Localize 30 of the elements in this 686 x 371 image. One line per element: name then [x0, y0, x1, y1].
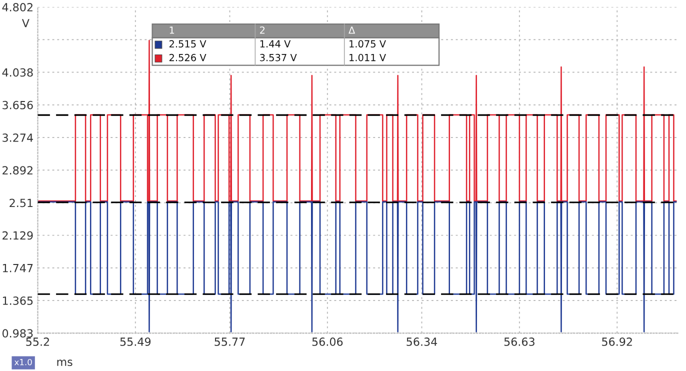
y-tick-label: 4.802	[2, 3, 32, 12]
annotation: 1.44 V	[260, 40, 291, 48]
y-tick-label: 1.365	[2, 296, 33, 305]
x-axis-title: ms	[57, 360, 72, 366]
y-tick-label: 2.129	[2, 231, 33, 240]
x-tick-label: 56.06	[312, 338, 343, 346]
y-axis-title: V	[22, 19, 30, 28]
y-tick-label: 4.038	[2, 68, 33, 77]
y-tick-label: 3.274	[2, 134, 33, 142]
annotation: 1	[170, 26, 174, 34]
annotation: 2.526 V	[169, 54, 206, 62]
x-tick-label: 55.77	[214, 338, 245, 346]
annotation: 3.537 V	[260, 54, 297, 62]
x-tick-label: 55.2	[26, 338, 49, 346]
y-tick-label: 1.747	[2, 264, 33, 272]
line-series	[38, 40, 677, 202]
annotation: Δ	[348, 26, 356, 34]
x-tick-label: 56.63	[504, 338, 534, 346]
annotation: 1.075 V	[350, 40, 386, 48]
annotation: 2.515 V	[169, 40, 206, 48]
y-tick-label: 2.51	[10, 198, 33, 208]
x-tick-label: 56.92	[602, 338, 632, 346]
x-tick-label: 56.34	[406, 338, 438, 346]
y-tick-label: 0.983	[2, 329, 33, 338]
y-tick-label: 3.656	[2, 100, 33, 110]
annotation: 1.011 V	[350, 54, 386, 62]
text: x1.0	[14, 358, 32, 366]
y-tick-label: 2.892	[2, 166, 32, 175]
annotation: 2	[260, 26, 265, 34]
x-tick-label: 55.49	[120, 338, 151, 346]
